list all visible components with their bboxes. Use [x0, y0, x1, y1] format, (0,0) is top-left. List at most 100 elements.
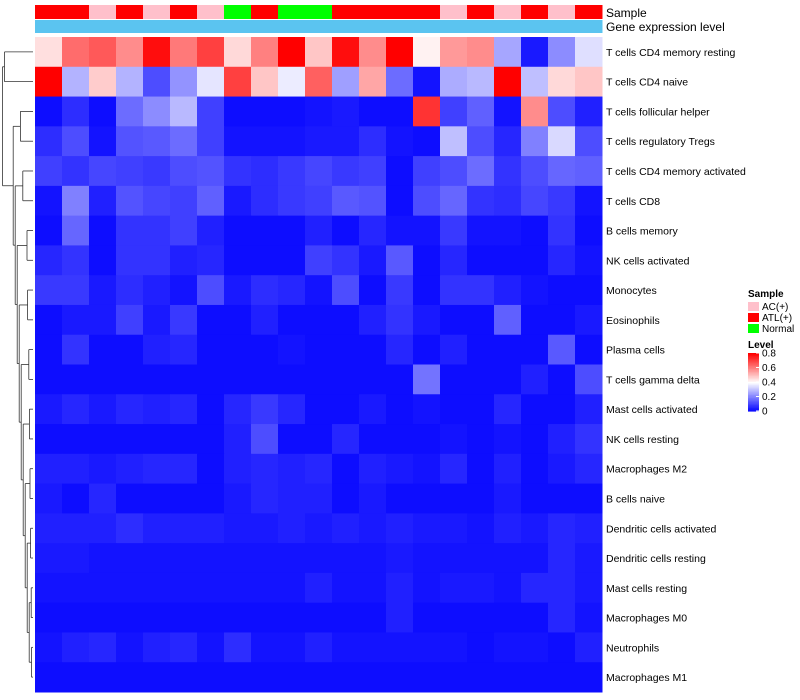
heatmap-cell [467, 66, 495, 98]
colorbar-step [748, 392, 759, 395]
heatmap-cell [197, 513, 225, 544]
heatmap-cell [386, 513, 414, 544]
legend-sample-title: Sample [748, 289, 784, 300]
heatmap-cell [413, 96, 441, 127]
heatmap-cell [575, 96, 603, 127]
heatmap-cell [359, 572, 387, 604]
heatmap-cell [62, 453, 90, 485]
heatmap-cell [494, 126, 522, 157]
colorbar-step [748, 358, 759, 361]
heatmap-cell [386, 394, 414, 425]
heatmap-cell [62, 245, 90, 276]
heatmap-cell [575, 304, 603, 336]
heatmap-cell [143, 364, 171, 395]
sample-annotation-cell [89, 5, 117, 19]
heatmap-cell [440, 483, 468, 514]
expression-annotation-cell [35, 20, 63, 33]
expression-annotation-cell [440, 20, 468, 33]
heatmap-cell [197, 394, 225, 425]
heatmap-cell [386, 96, 414, 127]
heatmap-cell [224, 156, 252, 187]
heatmap-cell [170, 394, 198, 425]
heatmap-cell [251, 513, 279, 544]
heatmap-cell [89, 96, 117, 127]
heatmap-cell [359, 334, 387, 365]
sample-annotation-cell [62, 5, 90, 19]
heatmap-cell [521, 483, 549, 514]
heatmap-cell [305, 185, 333, 217]
legend-level: Level 0.8 0.6 0.4 0.2 0 [748, 340, 776, 418]
heatmap-cell [548, 37, 576, 68]
row-label: Macrophages M1 [606, 672, 687, 684]
heatmap-cell [413, 334, 441, 365]
heatmap-cell [386, 543, 414, 574]
heatmap-cell [521, 304, 549, 336]
heatmap-cell [413, 572, 441, 604]
colorbar-tick-label: 0.8 [762, 349, 776, 360]
colorbar-step [748, 371, 759, 374]
heatmap-cell [548, 394, 576, 425]
heatmap-cell [332, 424, 360, 455]
heatmap-cell [413, 275, 441, 306]
expression-annotation-cell [413, 20, 441, 33]
heatmap-cell [521, 185, 549, 217]
heatmap-cell [224, 394, 252, 425]
expression-annotation-cell [332, 20, 360, 33]
colorbar-step [748, 386, 759, 389]
heatmap-cell [116, 304, 144, 336]
colorbar-step [748, 354, 759, 357]
heatmap-cell [386, 66, 414, 98]
heatmap-cell [116, 602, 144, 633]
heatmap-cell [548, 572, 576, 604]
heatmap-cell [305, 245, 333, 276]
heatmap-cell [143, 156, 171, 187]
heatmap-cell [575, 185, 603, 217]
heatmap-cell [197, 185, 225, 217]
heatmap-cell [359, 453, 387, 485]
heatmap-cell [521, 602, 549, 633]
heatmap-cell [170, 662, 198, 693]
heatmap-cell [359, 156, 387, 187]
colorbar-step [748, 395, 759, 398]
heatmap-cell [440, 245, 468, 276]
heatmap-cell [359, 543, 387, 574]
heatmap-cell [197, 304, 225, 336]
heatmap-cell [35, 513, 63, 544]
colorbar-step [748, 387, 759, 390]
heatmap-cell [332, 662, 360, 693]
heatmap-cell [575, 632, 603, 663]
heatmap-cell [440, 96, 468, 127]
heatmap-cell [278, 543, 306, 574]
heatmap-cell [35, 37, 63, 68]
sample-track-label: Sample [606, 6, 647, 20]
heatmap-cell [197, 215, 225, 246]
heatmap-cell [170, 483, 198, 514]
heatmap-cell [413, 483, 441, 514]
heatmap-cell [170, 334, 198, 365]
heatmap-cell [170, 602, 198, 633]
heatmap-cell [251, 304, 279, 336]
heatmap-cell [440, 334, 468, 365]
heatmap-cell [224, 275, 252, 306]
heatmap-cell [575, 424, 603, 455]
heatmap-cell [521, 632, 549, 663]
heatmap-cell [89, 602, 117, 633]
heatmap-cell [197, 245, 225, 276]
colorbar-step [748, 376, 759, 379]
heatmap-cell [251, 66, 279, 98]
row-label: T cells gamma delta [606, 374, 700, 386]
heatmap-cell [548, 513, 576, 544]
heatmap-cell [116, 156, 144, 187]
heatmap-cell [62, 304, 90, 336]
heatmap-cell [35, 364, 63, 395]
heatmap-cell [35, 602, 63, 633]
heatmap-cell [332, 126, 360, 157]
legend-level-title: Level [748, 340, 774, 351]
heatmap-cell [278, 96, 306, 127]
heatmap-cell [278, 602, 306, 633]
heatmap-cell [305, 632, 333, 663]
heatmap-cell [170, 632, 198, 663]
heatmap-cell [35, 543, 63, 574]
heatmap-cell [467, 424, 495, 455]
colorbar-step [748, 409, 759, 412]
